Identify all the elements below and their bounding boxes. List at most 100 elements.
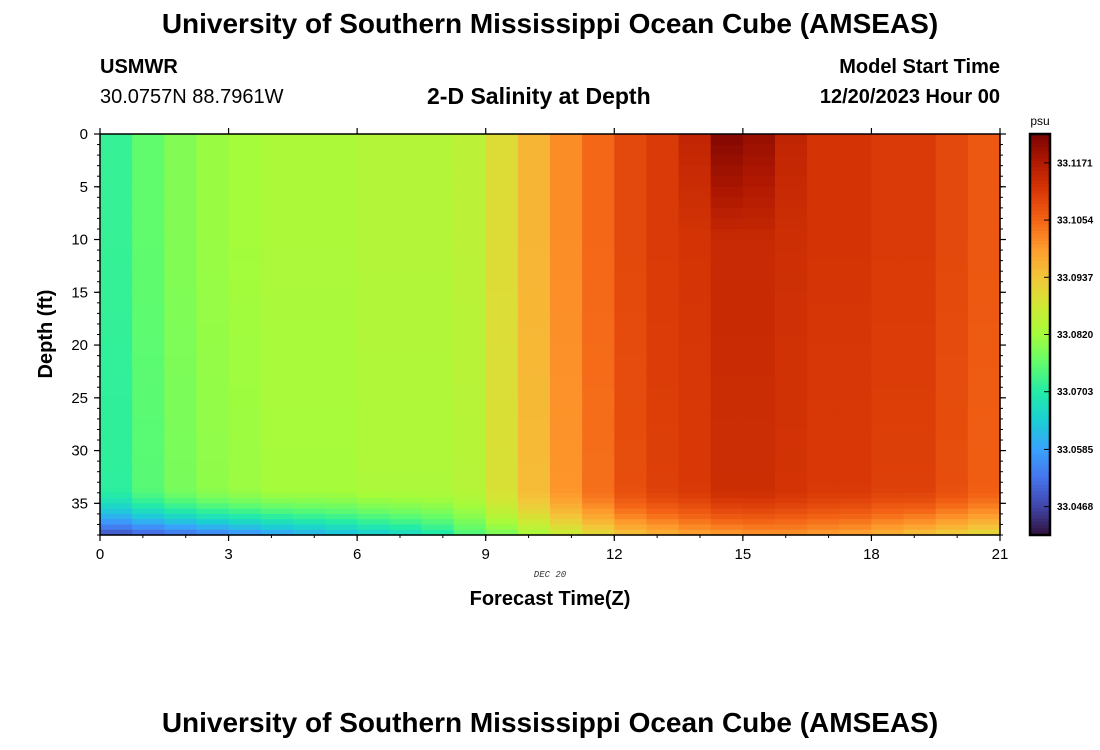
heatmap-cell [485,323,519,336]
heatmap-cell [775,271,808,283]
heatmap-cell [100,513,133,520]
heatmap-cell [228,239,262,251]
heatmap-cell [935,508,969,515]
heatmap-cell [228,176,262,188]
heatmap-cell [100,429,133,441]
heatmap-cell [582,281,615,293]
heatmap-cell [903,529,937,536]
heatmap-cell [292,387,326,399]
heatmap-cell [678,334,712,346]
heatmap-cell [453,260,487,272]
heatmap-cell [903,176,937,188]
heatmap-cell [871,271,905,283]
heatmap-cell [196,250,230,262]
heatmap-cell [871,292,905,304]
heatmap-cell [164,197,198,209]
heatmap-cell [646,503,680,510]
heatmap-cell [421,408,455,420]
heatmap-cell [742,228,776,241]
heatmap-cell [389,366,423,378]
heatmap-cell [871,471,905,483]
heatmap-cell [357,440,390,452]
colorbar-segment [1030,441,1050,446]
heatmap-cell [228,144,262,156]
colorbar-segment [1030,404,1050,409]
heatmap-cell [421,508,455,515]
heatmap-cell [196,134,230,146]
heatmap-cell [839,461,873,473]
heatmap-cell [292,271,326,283]
heatmap-cell [807,186,840,198]
heatmap-cell [550,345,583,357]
heatmap-cell [935,529,969,536]
heatmap-cell [164,165,198,177]
heatmap-cell [228,260,262,272]
heatmap-cell [292,513,326,520]
heatmap-cell [100,271,133,283]
colorbar-segment [1030,297,1050,302]
colorbar-segment [1030,374,1050,379]
heatmap-cell [325,366,358,378]
heatmap-cell [967,503,1001,510]
heatmap-cell [646,186,680,198]
colorbar-segment [1030,347,1050,352]
heatmap-cell [871,144,905,156]
heatmap-cell [357,450,390,462]
heatmap-cell [389,281,423,293]
heatmap-cell [871,519,905,526]
heatmap-cell [100,292,133,304]
heatmap-cell [582,134,615,146]
heatmap-cell [517,418,551,431]
heatmap-cell [260,323,294,336]
heatmap-cell [325,260,358,272]
heatmap-cell [582,186,615,198]
heatmap-cell [871,228,905,241]
heatmap-cell [485,197,519,209]
heatmap-cell [325,487,358,494]
heatmap-cell [582,498,615,504]
heatmap-cell [517,197,551,209]
heatmap-cell [132,207,165,220]
heatmap-cell [228,440,262,452]
heatmap-cell [164,482,198,489]
colorbar-segment [1030,184,1050,189]
heatmap-cell [839,503,873,510]
heatmap-cell [550,408,583,420]
heatmap-cell [517,498,551,504]
colorbar-segment [1030,257,1050,262]
heatmap-cell [517,461,551,473]
heatmap-cell [646,144,680,156]
heatmap-cell [742,397,776,409]
heatmap-cell [292,345,326,357]
salinity-heatmap-chart: 0 3 6 9 12 15 18 21 0 5 10 15 20 25 30 35 33.1171 33.105… [35,114,1094,610]
heatmap-cell [710,165,744,177]
y-tick-label: 25 [71,390,88,407]
colorbar-segment [1030,200,1050,205]
heatmap-cell [967,260,1001,272]
heatmap-cell [228,397,262,409]
heatmap-cell [550,260,583,272]
heatmap-cell [228,281,262,293]
heatmap-cell [228,418,262,431]
colorbar-segment [1030,307,1050,312]
heatmap-cell [260,366,294,378]
heatmap-cell [646,429,680,441]
colorbar-segment [1030,284,1050,289]
heatmap-cell [517,471,551,483]
heatmap-cell [614,387,648,399]
heatmap-cell [485,498,519,504]
heatmap-cell [357,524,390,531]
heatmap-cell [807,508,840,515]
heatmap-cell [935,323,969,336]
heatmap-cell [550,513,583,520]
heatmap-cell [646,334,680,346]
heatmap-cell [292,508,326,515]
heatmap-cell [325,186,358,198]
heatmap-cell [389,487,423,494]
heatmap-cell [678,487,712,494]
heatmap-cell [614,408,648,420]
heatmap-cell [164,302,198,314]
heatmap-cell [453,176,487,188]
heatmap-cell [325,313,358,325]
heatmap-cell [421,418,455,431]
